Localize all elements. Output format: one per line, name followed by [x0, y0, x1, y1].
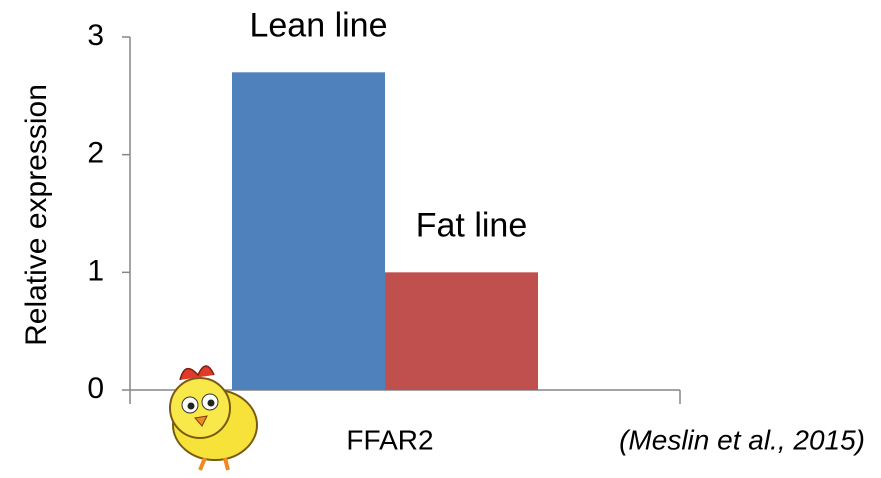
y-tick-label: 2 [87, 137, 104, 170]
y-tick-label: 3 [87, 19, 104, 52]
y-tick-label: 0 [87, 372, 104, 405]
bar [385, 272, 538, 390]
bar [232, 72, 385, 390]
x-tick-label: FFAR2 [346, 424, 433, 455]
citation: (Meslin et al., 2015) [619, 424, 865, 455]
legend-label: Lean line [249, 6, 387, 44]
y-axis-label: Relative expression [20, 84, 53, 346]
y-tick-label: 1 [87, 254, 104, 287]
legend-label: Fat line [416, 206, 528, 244]
chart: Relative expression (Meslin et al., 2015… [0, 0, 881, 478]
